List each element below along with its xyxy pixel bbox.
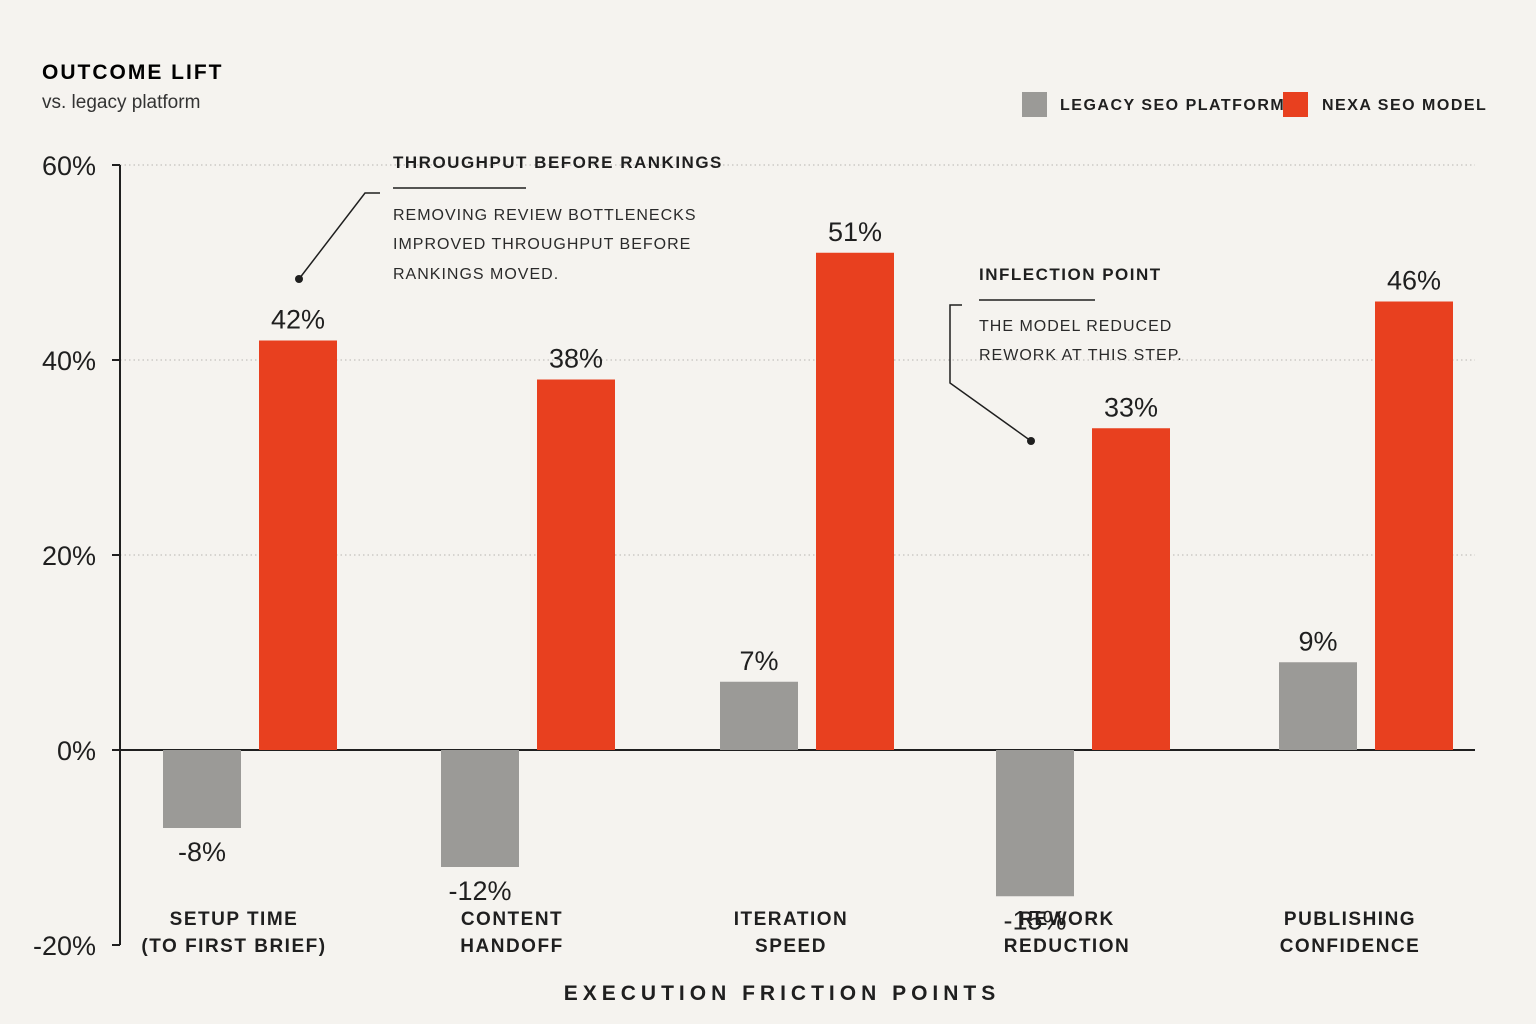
x-axis-title: EXECUTION FRICTION POINTS (564, 982, 1001, 1005)
bar-nexa (537, 379, 615, 750)
data-label-nexa: 33% (1104, 392, 1158, 422)
bar-nexa (1375, 301, 1453, 750)
y-tick-label: 0% (57, 736, 96, 766)
annotation-inflection-line: REWORK AT THIS STEP. (979, 347, 1183, 364)
legend: LEGACY SEO PLATFORM NEXA SEO MODEL (1022, 92, 1487, 117)
category-labels: SETUP TIME (TO FIRST BRIEF) CONTENT HANDOFF… (141, 909, 1421, 957)
annotation-throughput-line: REMOVING REVIEW BOTTLENECKS (393, 207, 696, 224)
data-labels: -8% 42% -12% 38% 7% 51% -15% 33% 9% 46% (178, 217, 1441, 936)
category-label: ITERATION (734, 909, 848, 930)
data-label-nexa: 42% (271, 305, 325, 335)
bar-nexa (259, 340, 337, 750)
bars (163, 252, 1453, 897)
y-tick-label: 40% (42, 346, 96, 376)
y-tick-label: -20% (33, 931, 96, 961)
bar-legacy (441, 750, 519, 867)
data-label-legacy: 9% (1298, 626, 1337, 656)
y-tick-label: 60% (42, 151, 96, 181)
category-label: REWORK (1019, 909, 1115, 930)
axes: 60% 40% 20% 0% -20% (33, 151, 1475, 961)
bar-legacy (996, 750, 1074, 897)
data-label-nexa: 46% (1387, 266, 1441, 296)
chart-subtitle: vs. legacy platform (42, 92, 200, 113)
y-tick-label: 20% (42, 541, 96, 571)
data-label-legacy: -15% (1003, 905, 1066, 935)
bar-legacy (163, 750, 241, 828)
annotation-throughput-line: RANKINGS MOVED. (393, 266, 559, 283)
bar-legacy (1279, 662, 1357, 750)
data-label-legacy: -12% (448, 876, 511, 906)
data-label-legacy: -8% (178, 837, 226, 867)
annotation-inflection-leader (949, 304, 1032, 442)
legend-swatch-legacy (1022, 92, 1047, 117)
annotation-inflection-line: THE MODEL REDUCED (979, 318, 1172, 335)
legend-label-legacy: LEGACY SEO PLATFORM (1060, 97, 1285, 114)
data-label-nexa: 51% (828, 217, 882, 247)
annotation-inflection-dot (1027, 437, 1035, 445)
category-label: CONTENT (461, 909, 563, 930)
annotation-inflection-title: INFLECTION POINT (979, 265, 1162, 284)
bar-nexa (1092, 428, 1170, 750)
annotation-throughput: THROUGHPUT BEFORE RANKINGS REMOVING REVI… (295, 153, 723, 283)
category-label: HANDOFF (460, 936, 563, 957)
bar-legacy (720, 681, 798, 750)
chart-title: OUTCOME LIFT (42, 61, 223, 84)
category-label: PUBLISHING (1284, 909, 1416, 930)
category-label: SPEED (755, 936, 827, 957)
gridlines (120, 164, 1475, 556)
legend-label-nexa: NEXA SEO MODEL (1322, 97, 1487, 114)
annotation-inflection: INFLECTION POINT THE MODEL REDUCED REWOR… (949, 265, 1183, 445)
annotation-throughput-dot (295, 275, 303, 283)
category-label: (TO FIRST BRIEF) (141, 936, 326, 957)
data-label-nexa: 38% (549, 344, 603, 374)
legend-swatch-nexa (1283, 92, 1308, 117)
category-label: SETUP TIME (170, 909, 299, 930)
annotation-throughput-line: IMPROVED THROUGHPUT BEFORE (393, 236, 691, 253)
annotation-throughput-title: THROUGHPUT BEFORE RANKINGS (393, 153, 723, 172)
category-label: CONFIDENCE (1280, 936, 1421, 957)
bar-nexa (816, 252, 894, 750)
data-label-legacy: 7% (739, 646, 778, 676)
annotation-throughput-leader (298, 192, 380, 280)
category-label: REDUCTION (1004, 936, 1130, 957)
